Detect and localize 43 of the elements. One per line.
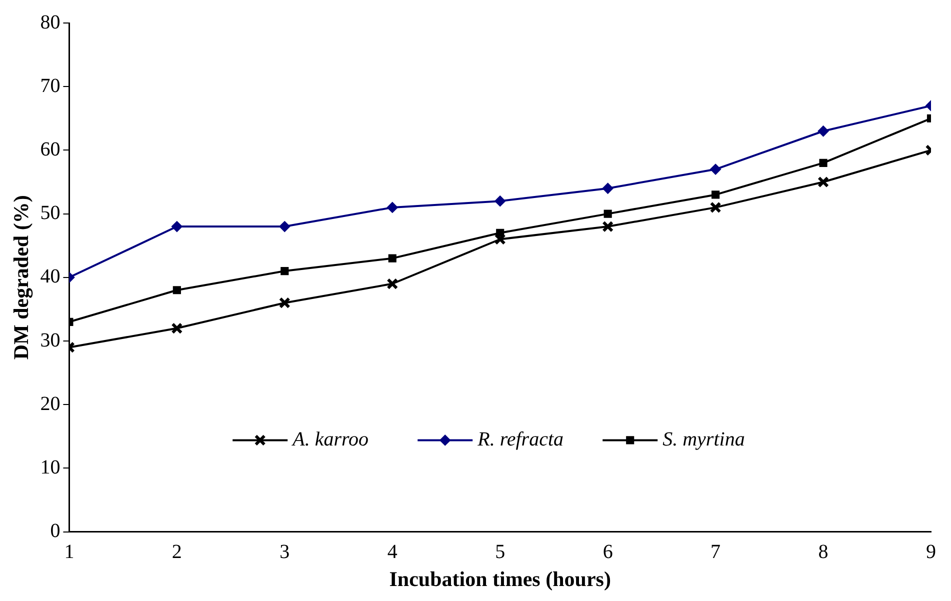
x-tick-label: 7 <box>710 541 721 564</box>
y-tick-label: 40 <box>40 266 60 288</box>
point <box>602 220 614 232</box>
point <box>818 126 829 137</box>
point <box>171 322 183 334</box>
point <box>818 176 830 188</box>
y-tick-label: 30 <box>40 329 60 352</box>
point <box>819 158 828 167</box>
x-tick-label: 3 <box>280 541 290 564</box>
x-tick-label: 1 <box>64 541 74 564</box>
point <box>171 221 182 232</box>
point <box>386 202 398 213</box>
point <box>494 196 506 207</box>
x-tick-label: 4 <box>387 541 398 564</box>
point <box>710 164 722 175</box>
point <box>172 286 181 294</box>
legend-label: S. myrtina <box>662 428 745 450</box>
point <box>602 182 614 194</box>
y-tick-label: 0 <box>50 520 60 542</box>
y-tick-label: 60 <box>40 138 60 160</box>
point <box>386 278 398 290</box>
y-axis-title: DM degraded (%) <box>9 195 34 360</box>
legend-label: A. karroo <box>290 428 369 450</box>
y-tick-label: 10 <box>40 456 60 478</box>
point <box>278 297 290 309</box>
point <box>494 234 506 245</box>
point <box>712 190 720 199</box>
x-tick-label: 8 <box>818 541 828 564</box>
y-tick-label: 20 <box>40 392 60 415</box>
x-tick-label: 2 <box>172 541 182 564</box>
y-tick-label: 70 <box>40 74 60 97</box>
point <box>388 254 396 262</box>
point <box>280 267 289 276</box>
y-tick-label: 80 <box>40 11 60 34</box>
x-tick-label: 9 <box>926 541 936 564</box>
legend-label: R. refracta <box>476 428 564 450</box>
point <box>279 221 290 232</box>
point <box>710 202 722 214</box>
x-tick-label: 6 <box>602 541 613 564</box>
x-tick-label: 5 <box>495 541 506 564</box>
point <box>604 210 612 218</box>
x-axis-title: Incubation times (hours) <box>389 566 611 591</box>
y-tick-label: 50 <box>40 202 60 224</box>
